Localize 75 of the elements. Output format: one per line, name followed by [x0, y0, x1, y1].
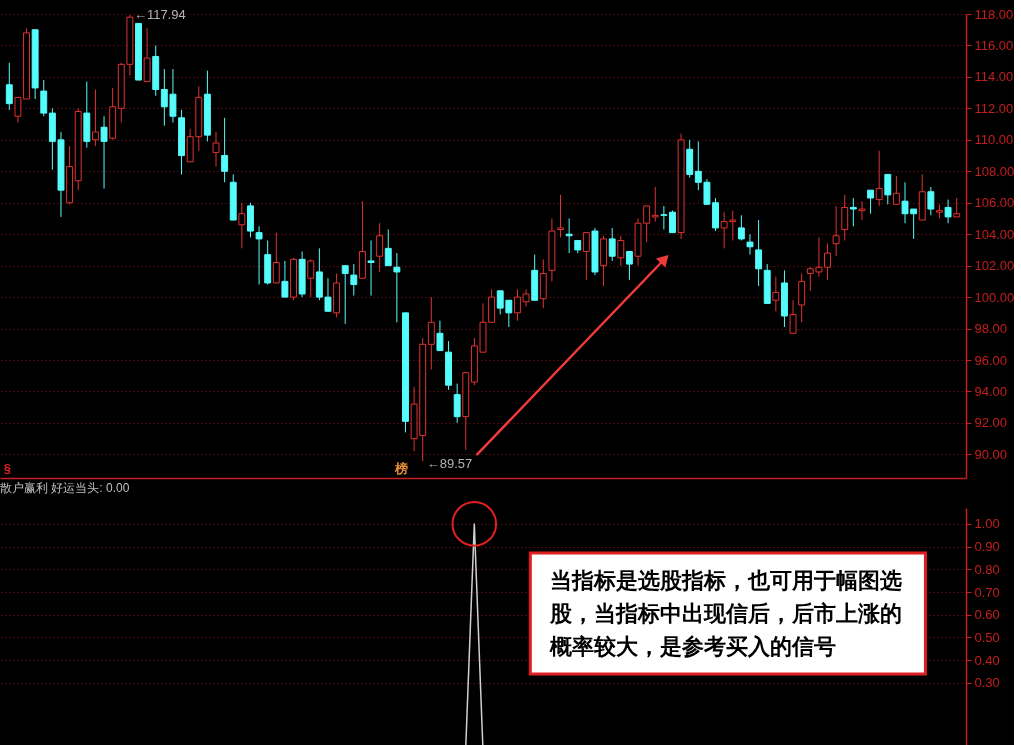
candlestick — [453, 383, 461, 424]
y-tick-label: 116.00 — [974, 37, 1014, 53]
candlestick — [669, 210, 676, 234]
candlestick — [944, 199, 952, 224]
candlestick — [367, 239, 375, 297]
candlestick — [100, 115, 108, 190]
y-tick-label: 118.00 — [974, 6, 1014, 22]
candlestick — [608, 227, 616, 262]
y-tick-label: 92.00 — [974, 415, 1008, 431]
y-tick-label: 98.00 — [974, 321, 1008, 337]
candlestick — [393, 252, 401, 323]
y-tick-label: 0.70 — [974, 584, 1000, 600]
annotation: 榜 — [394, 461, 409, 476]
candlestick — [798, 273, 806, 323]
candlestick — [617, 235, 625, 267]
y-tick-label: 102.00 — [974, 258, 1015, 274]
candlestick — [221, 117, 229, 183]
candlestick — [737, 214, 745, 241]
candlestick — [341, 265, 349, 325]
candlestick — [772, 276, 780, 312]
y-tick-label: 0.80 — [974, 561, 1000, 577]
candlestick — [660, 205, 668, 230]
y-tick-label: 0.40 — [974, 652, 1000, 668]
annotation: § — [3, 461, 12, 476]
y-tick-label: 1.00 — [974, 516, 1000, 532]
y-tick-label: 0.50 — [974, 629, 1000, 645]
y-tick-label: 100.00 — [974, 289, 1015, 305]
annotation: 当指标是选股指标，也可用于幅图选股，当指标中出现信后，后市上涨的概率较大，是参考买入的信号 — [549, 567, 903, 659]
candlestick — [307, 258, 315, 298]
y-tick-label: 110.00 — [974, 132, 1014, 148]
annotation: ←117.94 — [133, 6, 186, 22]
candlestick — [557, 194, 564, 238]
candlestick — [789, 299, 797, 334]
candlestick — [436, 320, 444, 352]
candlestick — [858, 200, 866, 221]
candlestick — [832, 205, 840, 257]
candlestick — [892, 175, 900, 205]
candlestick — [40, 79, 48, 117]
candlestick — [384, 228, 392, 267]
candlestick — [212, 131, 220, 168]
y-tick-label: 112.00 — [974, 100, 1014, 116]
candlestick — [255, 225, 263, 286]
candlestick — [350, 263, 358, 297]
chart-title: 散户赢利 好运当头: 0.00 — [0, 481, 130, 496]
candlestick — [875, 150, 883, 207]
candlestick — [927, 186, 935, 216]
y-tick-label: 0.90 — [974, 539, 1000, 555]
y-tick-label: 114.00 — [974, 69, 1014, 85]
candlestick — [884, 173, 892, 205]
candlestick — [625, 251, 633, 281]
candlestick — [867, 189, 875, 215]
candlestick — [376, 222, 384, 273]
candlestick — [841, 194, 849, 241]
y-tick-label: 94.00 — [974, 383, 1008, 399]
candlestick — [143, 27, 151, 83]
candlestick — [91, 89, 99, 147]
candlestick — [651, 186, 659, 223]
candlestick — [427, 296, 435, 370]
candlestick — [849, 197, 857, 227]
y-tick-label: 90.00 — [974, 446, 1008, 462]
y-tick-label: 96.00 — [974, 352, 1008, 368]
candlestick — [746, 233, 754, 256]
candlestick — [238, 202, 246, 249]
candlestick — [755, 219, 763, 287]
candlestick — [5, 62, 13, 111]
y-tick-label: 108.00 — [974, 163, 1015, 179]
y-tick-label: 104.00 — [974, 226, 1015, 242]
candlestick — [582, 232, 590, 281]
y-tick-label: 0.60 — [974, 607, 1000, 623]
candlestick — [272, 232, 280, 284]
y-tick-label: 0.30 — [974, 675, 1000, 691]
annotation: ←89.57 — [426, 456, 473, 472]
candlestick — [281, 260, 289, 298]
y-tick-label: 106.00 — [974, 195, 1015, 211]
candlestick — [953, 197, 961, 218]
